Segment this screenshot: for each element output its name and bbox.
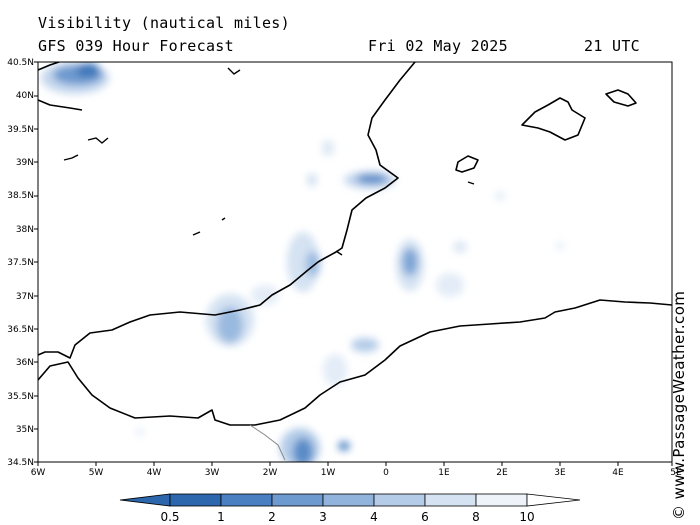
fog-patch-northwest <box>41 62 109 94</box>
colorbar-label-2: 2 <box>268 510 276 524</box>
colorbar-swatch-1 <box>169 493 222 507</box>
colorbar-label-4: 4 <box>370 510 378 524</box>
lat-label-39n: 39N <box>15 158 34 168</box>
mallorca-island <box>521 97 586 141</box>
colorbar-swatch-7 <box>475 493 528 507</box>
colorbar-swatch-2 <box>220 493 273 507</box>
coastline-spain <box>38 62 416 359</box>
lat-label-40.5n: 40.5N <box>7 58 34 68</box>
lat-label-40n: 40N <box>15 91 34 101</box>
forecast-time: 21 UTC <box>584 37 640 55</box>
colorbar-swatch-3 <box>271 493 324 507</box>
colorbar-label-10: 10 <box>519 510 535 524</box>
fog-patch-alboran <box>206 140 379 386</box>
lon-label-0: 0 <box>383 468 389 478</box>
colorbar-label-3: 3 <box>319 510 327 524</box>
small-islets <box>63 67 475 256</box>
colorbar-swatch-5 <box>373 493 426 507</box>
lat-label-36.5n: 36.5N <box>7 325 34 335</box>
lat-label-37.5n: 37.5N <box>7 258 34 268</box>
lon-label-6w: 6W <box>30 468 46 478</box>
lon-label-3e: 3E <box>554 468 566 478</box>
colorbar-label-1: 1 <box>217 510 225 524</box>
balearic-islands <box>455 89 637 173</box>
colorbar-label-0.5: 0.5 <box>160 510 180 524</box>
lat-label-34.5n: 34.5N <box>7 458 34 468</box>
lon-label-5e: 5E <box>670 468 682 478</box>
ibiza-island <box>455 155 479 173</box>
map-title: Visibility (nautical miles) <box>38 14 290 32</box>
lat-label-39.5n: 39.5N <box>7 125 34 135</box>
lat-label-36n: 36N <box>15 358 34 368</box>
lat-label-35.5n: 35.5N <box>7 392 34 402</box>
lon-label-2e: 2E <box>496 468 508 478</box>
lat-label-35n: 35N <box>15 425 34 435</box>
forecast-date: Fri 02 May 2025 <box>368 37 508 55</box>
site-watermark: © www.PassageWeather.com <box>670 290 688 520</box>
visibility-field <box>38 62 672 462</box>
colorbar <box>119 493 581 507</box>
colorbar-label-8: 8 <box>472 510 480 524</box>
fog-patch-south <box>135 191 564 462</box>
fog-patch-central-sea <box>396 239 467 297</box>
lon-label-4w: 4W <box>146 468 162 478</box>
lon-label-1w: 1W <box>320 468 336 478</box>
menorca-island <box>605 89 637 107</box>
forecast-label: GFS 039 Hour Forecast <box>38 37 234 55</box>
lon-label-1e: 1E <box>438 468 450 478</box>
colorbar-swatch-6 <box>424 493 477 507</box>
colorbar-label-6: 6 <box>421 510 429 524</box>
lon-label-3w: 3W <box>204 468 220 478</box>
fog-patch-almeria <box>344 171 396 189</box>
colorbar-tip-right <box>526 493 581 507</box>
lon-label-2w: 2W <box>262 468 278 478</box>
colorbar-tip-left <box>119 493 171 507</box>
lat-label-37n: 37N <box>15 292 34 302</box>
lat-label-38n: 38N <box>15 225 34 235</box>
colorbar-swatch-4 <box>322 493 375 507</box>
lon-label-5w: 5W <box>88 468 104 478</box>
lon-label-4e: 4E <box>612 468 624 478</box>
lat-label-38.5n: 38.5N <box>7 191 34 201</box>
border-line <box>249 424 286 461</box>
coastline-africa <box>38 299 672 426</box>
axis-ticks <box>34 61 673 466</box>
